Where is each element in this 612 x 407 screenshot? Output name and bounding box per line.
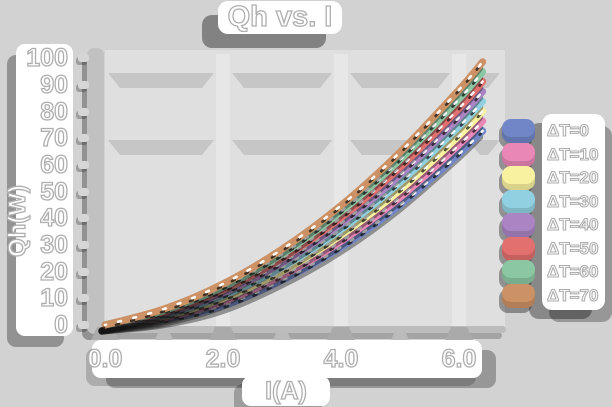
y-tick-mark xyxy=(78,267,89,276)
y-tick-mark xyxy=(78,294,89,303)
x-tick-label: 4.0 xyxy=(323,344,359,373)
y-tick-mark xyxy=(78,81,89,89)
legend-label: ΔT=40 xyxy=(546,215,599,235)
legend-label: ΔT=20 xyxy=(546,168,599,188)
column-stripe xyxy=(216,54,230,330)
curve-ΔT=50 xyxy=(101,77,487,329)
y-tick-mark xyxy=(78,214,89,223)
y-tick-mark xyxy=(78,321,89,329)
x-tick-label: 0.0 xyxy=(87,344,123,373)
curve-ΔT=60 xyxy=(101,68,487,329)
x-axis-label: I(A) xyxy=(265,376,308,405)
legend-label: ΔT=10 xyxy=(546,144,599,164)
y-tick-mark xyxy=(78,107,89,116)
grid-band xyxy=(350,73,450,88)
legend-box xyxy=(542,114,605,310)
legend-swatch xyxy=(502,260,535,285)
curve-ΔT=70 xyxy=(101,58,487,329)
x-tick-strip xyxy=(92,340,482,378)
x-tick-mark xyxy=(445,327,473,340)
y-tick-label: 50 xyxy=(40,177,69,206)
y-tick-label: 0 xyxy=(53,310,68,339)
curve-stitches-ΔT=70 xyxy=(103,60,484,327)
x-tick-label: 6.0 xyxy=(441,344,477,373)
y-tick-label: 80 xyxy=(40,97,69,126)
legend-swatch xyxy=(502,166,535,191)
curve-stitches-ΔT=50 xyxy=(103,80,484,327)
x-tick-mark xyxy=(209,327,237,340)
legend-label: ΔT=50 xyxy=(546,238,599,258)
legend-swatch xyxy=(502,213,535,238)
legend-swatch xyxy=(502,236,535,261)
y-tick-label: 10 xyxy=(40,284,69,313)
x-minor-tick-mark xyxy=(391,331,409,340)
x-minor-tick-mark xyxy=(273,331,291,340)
x-tick-label: 2.0 xyxy=(205,344,241,373)
legend-swatch xyxy=(502,189,535,214)
y-tick-mark xyxy=(78,134,89,143)
y-tick-mark xyxy=(78,54,89,63)
y-tick-label: 60 xyxy=(40,150,69,179)
legend-label: ΔT=60 xyxy=(546,262,599,282)
grid-band xyxy=(108,73,214,88)
y-tick-label: 90 xyxy=(40,70,69,99)
y-tick-label: 100 xyxy=(26,44,69,73)
grid-band xyxy=(232,73,332,88)
legend-label: ΔT=70 xyxy=(546,285,599,305)
curve-stitches-ΔT=0 xyxy=(103,129,484,327)
x-tick-mark xyxy=(91,327,119,340)
y-tick-mark xyxy=(78,187,89,196)
curve-stitches-ΔT=40 xyxy=(103,90,484,327)
y-axis-spine xyxy=(87,48,104,334)
chart-title: Qh vs. I xyxy=(227,0,333,33)
x-minor-tick-mark xyxy=(155,331,173,340)
legend-label: ΔT=30 xyxy=(546,191,599,211)
y-tick-label: 40 xyxy=(40,204,69,233)
y-tick-strip xyxy=(16,44,73,336)
curve-stitches-ΔT=30 xyxy=(103,100,484,327)
grid-band xyxy=(108,140,214,155)
x-axis-label-pill xyxy=(242,376,330,406)
legend-label: ΔT=0 xyxy=(546,120,589,140)
legend-swatch xyxy=(502,142,535,167)
grid-band xyxy=(232,140,332,155)
y-tick-label: 20 xyxy=(40,257,69,286)
plot-area xyxy=(105,50,505,332)
curve-stitches-ΔT=60 xyxy=(103,70,484,327)
y-tick-label: 30 xyxy=(40,230,69,259)
column-stripe xyxy=(334,54,348,330)
legend-swatch xyxy=(502,283,535,308)
y-tick-mark xyxy=(78,161,89,169)
title-pill xyxy=(218,1,342,34)
x-tick-mark xyxy=(327,327,355,340)
y-tick-label: 70 xyxy=(40,124,69,153)
x-axis-spine xyxy=(100,326,506,333)
legend-swatch xyxy=(502,119,535,143)
y-tick-mark xyxy=(78,241,89,249)
